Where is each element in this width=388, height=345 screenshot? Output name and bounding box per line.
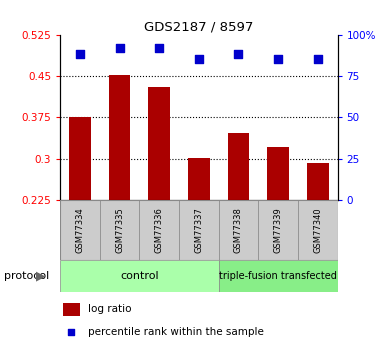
Bar (60, 260, 219, 292)
Bar (69, 117, 91, 200)
Bar (219, 260, 338, 292)
Bar (267, 147, 289, 200)
Point (116, 45, 123, 50)
Text: GSM77339: GSM77339 (274, 207, 282, 253)
Bar (139, 200, 179, 260)
Point (275, 57, 281, 62)
Text: GSM77334: GSM77334 (75, 207, 85, 253)
Text: GSM77337: GSM77337 (194, 207, 203, 253)
Point (196, 57, 202, 62)
Point (156, 45, 162, 50)
Text: GSM77338: GSM77338 (234, 207, 243, 253)
Text: GSM77340: GSM77340 (313, 207, 322, 253)
Bar (179, 200, 219, 260)
Bar (188, 158, 210, 200)
Bar (298, 200, 338, 260)
Bar (63, 303, 80, 316)
Point (77, 52, 83, 57)
Text: ▶: ▶ (36, 269, 45, 283)
Point (315, 57, 321, 62)
Text: log ratio: log ratio (88, 304, 132, 314)
Bar (307, 162, 329, 200)
Text: control: control (120, 271, 159, 281)
Bar (219, 200, 258, 260)
Bar (148, 87, 170, 200)
Point (68, 329, 74, 334)
Point (236, 52, 242, 57)
Bar (60, 200, 100, 260)
Bar (228, 133, 249, 200)
Text: percentile rank within the sample: percentile rank within the sample (88, 327, 264, 337)
Text: GSM77335: GSM77335 (115, 207, 124, 253)
Text: protocol: protocol (4, 271, 49, 281)
Bar (109, 75, 130, 200)
Text: GSM77336: GSM77336 (155, 207, 164, 253)
Title: GDS2187 / 8597: GDS2187 / 8597 (144, 20, 253, 33)
Bar (100, 200, 139, 260)
Text: triple-fusion transfected: triple-fusion transfected (219, 271, 337, 281)
Bar (258, 200, 298, 260)
